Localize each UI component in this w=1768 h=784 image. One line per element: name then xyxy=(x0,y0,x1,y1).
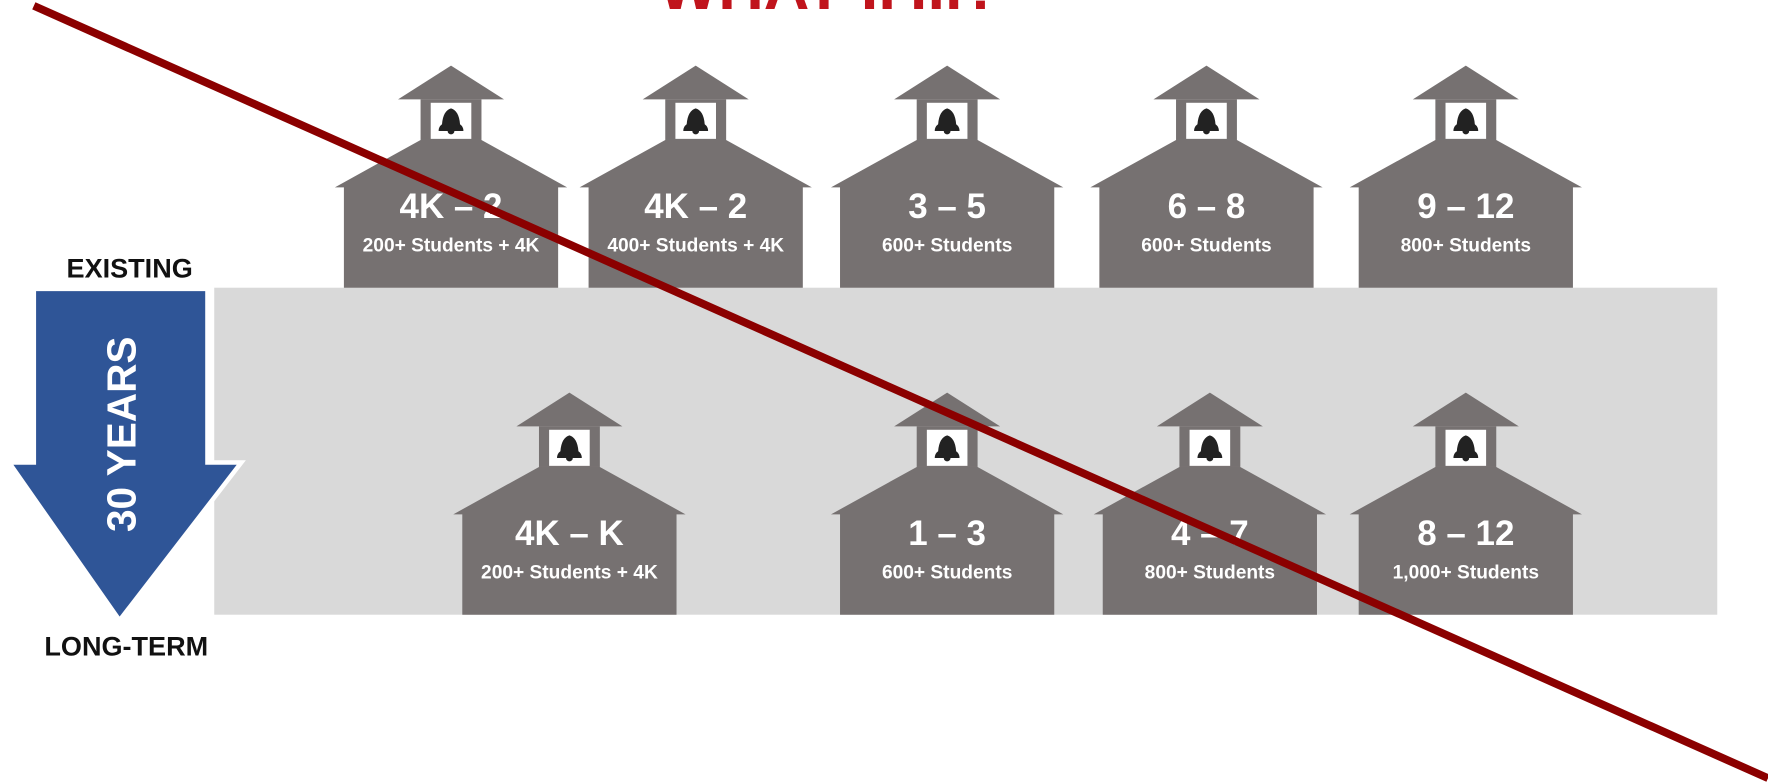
arrow xyxy=(4,286,246,625)
bell xyxy=(438,108,464,135)
bell xyxy=(934,435,960,462)
grades: 1 – 3 xyxy=(908,514,986,553)
school: 6 – 8 600+ Students xyxy=(1090,65,1323,288)
grades: 4K – 2 xyxy=(644,187,747,226)
school: 3 – 5 600+ Students xyxy=(831,65,1064,288)
school-body xyxy=(1090,139,1323,288)
grades: 3 – 5 xyxy=(908,187,986,226)
cupola-roof xyxy=(516,392,623,427)
school-body xyxy=(334,139,568,288)
students: 800+ Students xyxy=(1145,563,1275,584)
students: 1,000+ Students xyxy=(1393,563,1539,584)
title: WHAT IF...? xyxy=(659,0,1001,23)
students: 600+ Students xyxy=(882,563,1012,584)
cupola-roof xyxy=(1153,65,1260,100)
strike-line xyxy=(32,2,1768,782)
students: 400+ Students + 4K xyxy=(607,236,784,257)
existing-label: EXISTING xyxy=(67,254,193,284)
students: 600+ Students xyxy=(882,236,1012,257)
long-term-label: LONG-TERM xyxy=(44,631,208,661)
arrow-label: 30 YEARS xyxy=(98,337,144,532)
school: 1 – 3 600+ Students xyxy=(831,392,1064,615)
school: 9 – 12 800+ Students xyxy=(1349,65,1582,288)
bell xyxy=(683,108,709,135)
cupola-roof xyxy=(642,65,749,100)
cupola-roof xyxy=(1412,65,1519,100)
cupola-roof xyxy=(398,65,505,100)
school: 8 – 12 1,000+ Students xyxy=(1349,392,1582,615)
school-body xyxy=(1349,466,1582,615)
school-body xyxy=(831,466,1064,615)
bell xyxy=(934,108,960,135)
school-body xyxy=(579,139,812,288)
bell xyxy=(1197,435,1223,462)
cupola-roof xyxy=(1156,392,1263,427)
students: 600+ Students xyxy=(1141,236,1271,257)
school-body xyxy=(453,466,686,615)
cupola-roof xyxy=(894,65,1001,100)
bell xyxy=(1453,108,1479,135)
cupola-roof xyxy=(1412,392,1519,427)
bell xyxy=(1453,435,1479,462)
students: 800+ Students xyxy=(1401,236,1531,257)
grades: 6 – 8 xyxy=(1168,187,1246,226)
students: 200+ Students + 4K xyxy=(363,236,540,257)
students: 200+ Students + 4K xyxy=(481,563,658,584)
school: 4K – 2 400+ Students + 4K xyxy=(579,65,812,288)
school: 4K – K 200+ Students + 4K xyxy=(453,392,686,615)
grades: 9 – 12 xyxy=(1417,187,1514,226)
school-body xyxy=(1349,139,1582,288)
bell xyxy=(557,435,582,462)
grades: 4K – K xyxy=(515,514,624,553)
bell xyxy=(1194,108,1219,135)
grades: 8 – 12 xyxy=(1417,514,1514,553)
school-body xyxy=(831,139,1064,288)
